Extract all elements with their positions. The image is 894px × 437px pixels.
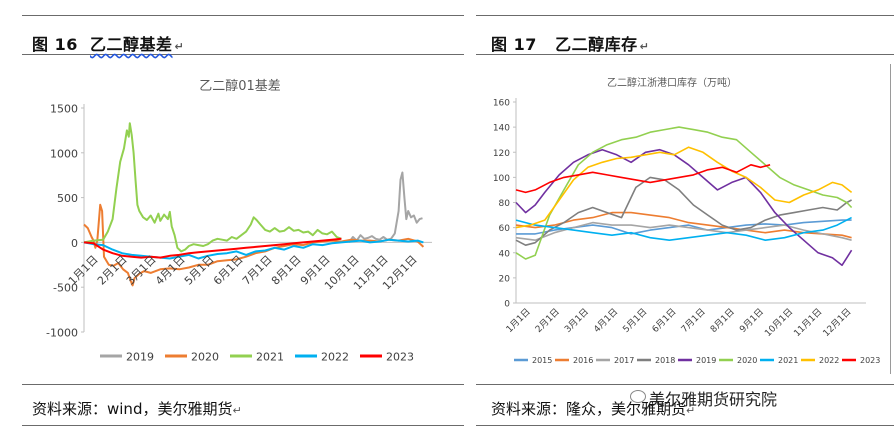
figure-16-title: 图 16 乙二醇基差 ↵ bbox=[32, 31, 184, 55]
left-chart-title: 乙二醇01基差 bbox=[199, 78, 281, 94]
left-series-2020 bbox=[83, 203, 425, 287]
top-rule-left bbox=[22, 15, 464, 16]
right-legend-label: 2022 bbox=[819, 356, 839, 365]
left-series-2022 bbox=[83, 238, 424, 260]
wechat-icon bbox=[630, 390, 646, 403]
left-legend-label: 2021 bbox=[256, 351, 284, 364]
left-y-tick-label: 1500 bbox=[50, 103, 78, 116]
pilcrow-mark: ↵ bbox=[639, 40, 650, 53]
source-rule-left bbox=[22, 384, 464, 385]
left-legend-label: 2019 bbox=[126, 351, 154, 364]
right-y-tick-label: 140 bbox=[493, 124, 510, 134]
bottom-rule-right bbox=[476, 425, 894, 426]
source-right: 资料来源：隆众，美尔雅期货↵ bbox=[491, 398, 695, 419]
figure-17-label: 图 17 bbox=[491, 35, 537, 54]
left-series-2023 bbox=[83, 237, 342, 259]
right-series-2017 bbox=[515, 221, 852, 241]
figure-16-label: 图 16 bbox=[32, 35, 78, 54]
right-series-2022 bbox=[515, 146, 853, 229]
right-legend-label: 2018 bbox=[655, 356, 675, 365]
left-x-tick-label: 6月1日 bbox=[211, 253, 246, 288]
left-y-tick-label: 1000 bbox=[50, 147, 78, 160]
pilcrow-mark: ↵ bbox=[174, 40, 185, 53]
figure-17-title: 图 17 乙二醇库存 ↵ bbox=[491, 31, 649, 55]
bottom-rule-left bbox=[22, 425, 464, 426]
right-x-tick-label: 2月1日 bbox=[533, 306, 562, 335]
right-y-tick-label: 100 bbox=[493, 174, 510, 184]
left-x-tick-label: 1月1日 bbox=[66, 253, 101, 288]
watermark: 美尔雅期货研究院 bbox=[649, 390, 778, 409]
left-y-tick-label: 0 bbox=[71, 237, 78, 250]
source-left-text: 资料来源：wind，美尔雅期货 bbox=[32, 400, 233, 418]
right-y-tick-label: 40 bbox=[499, 249, 511, 259]
right-legend-label: 2019 bbox=[696, 356, 716, 365]
left-legend-label: 2022 bbox=[321, 351, 349, 364]
right-series-2018 bbox=[515, 176, 852, 246]
right-y-tick-label: 0 bbox=[504, 300, 510, 310]
right-x-tick-label: 12月1日 bbox=[821, 306, 854, 339]
right-x-tick-label: 10月1日 bbox=[763, 306, 796, 339]
title-rule-right bbox=[476, 54, 894, 55]
right-legend-label: 2016 bbox=[573, 356, 593, 365]
left-series-2021 bbox=[83, 122, 342, 253]
right-y-tick-label: 80 bbox=[499, 199, 511, 209]
right-legend-label: 2017 bbox=[614, 356, 634, 365]
right-series-2023 bbox=[515, 164, 771, 194]
right-series-2021 bbox=[515, 216, 852, 241]
left-y-tick-label: -1000 bbox=[46, 327, 78, 340]
top-rule-right bbox=[476, 15, 894, 16]
right-legend-label: 2015 bbox=[532, 356, 552, 365]
right-y-tick-label: 160 bbox=[493, 99, 510, 109]
right-x-tick-label: 7月1日 bbox=[679, 306, 708, 335]
right-chart-title: 乙二醇江浙港口库存（万吨） bbox=[607, 76, 737, 89]
source-right-text: 资料来源：隆众，美尔雅期货 bbox=[491, 400, 687, 418]
pilcrow-mark: ↵ bbox=[232, 404, 242, 417]
right-y-tick-label: 60 bbox=[499, 224, 511, 234]
pilcrow-mark: ↵ bbox=[686, 404, 696, 417]
right-legend-label: 2023 bbox=[860, 356, 880, 365]
right-x-tick-label: 8月1日 bbox=[708, 306, 737, 335]
right-y-tick-label: 20 bbox=[499, 274, 511, 284]
left-x-tick-label: 7月1日 bbox=[240, 253, 275, 288]
right-y-tick-label: 120 bbox=[493, 149, 510, 159]
right-legend-label: 2020 bbox=[737, 356, 757, 365]
right-x-tick-label: 6月1日 bbox=[650, 306, 679, 335]
right-edge-line bbox=[890, 64, 891, 374]
left-y-tick-label: -500 bbox=[53, 282, 78, 295]
basis-chart: 乙二醇01基差150010005000-500-10001月1日2月1日3月1日… bbox=[46, 78, 432, 364]
figure-17-name: 乙二醇库存 bbox=[555, 35, 638, 54]
source-left: 资料来源：wind，美尔雅期货↵ bbox=[32, 398, 242, 419]
left-series-2019 bbox=[348, 171, 423, 243]
right-x-tick-label: 5月1日 bbox=[621, 306, 650, 335]
right-x-tick-label: 3月1日 bbox=[562, 306, 591, 335]
source-rule-right bbox=[476, 384, 894, 385]
right-x-tick-label: 4月1日 bbox=[592, 306, 621, 335]
right-series-2019 bbox=[515, 148, 853, 267]
right-x-tick-label: 11月1日 bbox=[792, 306, 825, 339]
figure-16-name: 乙二醇基差 bbox=[89, 35, 173, 54]
right-x-tick-label: 1月1日 bbox=[504, 306, 533, 335]
right-series-2020 bbox=[515, 126, 853, 260]
left-x-tick-label: 8月1日 bbox=[269, 253, 304, 288]
left-legend-label: 2020 bbox=[191, 351, 219, 364]
right-x-tick-label: 9月1日 bbox=[737, 306, 766, 335]
left-y-tick-label: 500 bbox=[57, 192, 78, 205]
left-legend-label: 2023 bbox=[386, 351, 414, 364]
title-rule-left bbox=[22, 54, 464, 55]
right-legend-label: 2021 bbox=[778, 356, 798, 365]
